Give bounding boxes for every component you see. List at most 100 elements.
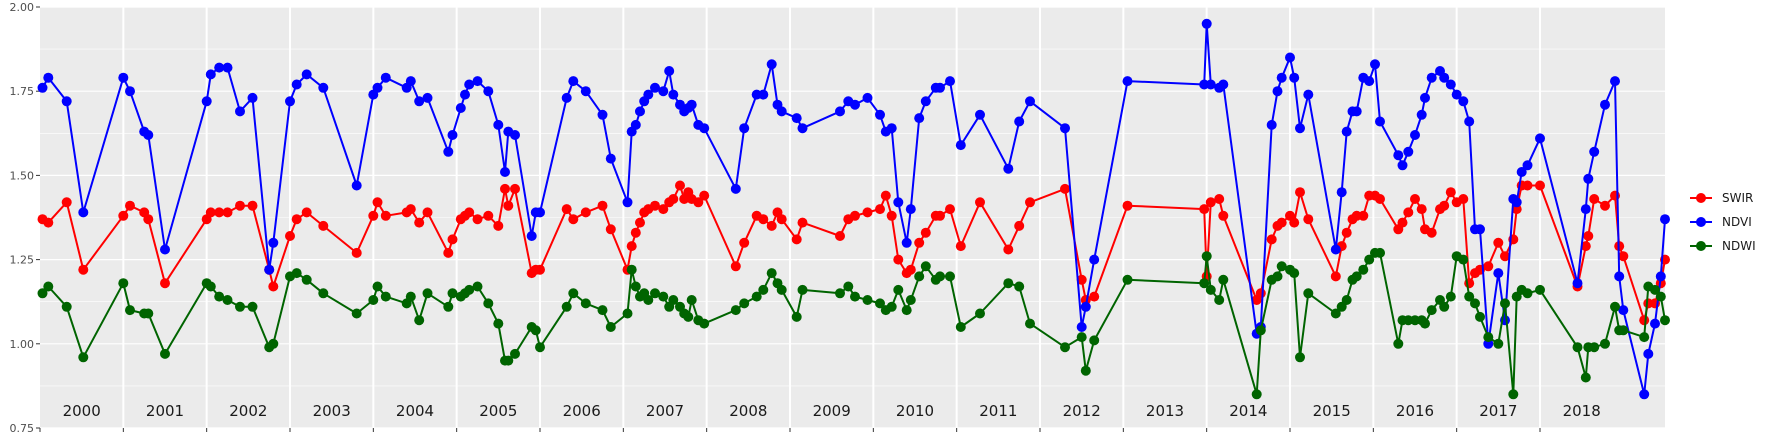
data-point-swir [222,207,233,218]
data-point-ndvi [143,130,154,140]
data-point-ndwi [43,281,54,292]
data-point-ndwi [605,322,616,332]
data-point-ndvi [766,59,777,70]
data-point-ndvi [1410,130,1420,140]
data-point-ndvi [862,92,873,103]
data-point-ndwi [1003,278,1014,289]
data-point-ndwi [835,288,845,299]
year-label: 2017 [1479,402,1517,420]
data-point-swir [493,220,504,231]
data-point-ndvi [1303,89,1314,100]
data-point-ndvi [510,130,520,140]
data-point-ndvi [1614,271,1625,282]
data-point-ndvi [1397,160,1408,171]
data-point-ndvi [597,109,608,120]
data-point-ndwi [318,288,329,299]
year-label: 2015 [1313,402,1351,420]
data-point-ndvi [1330,244,1341,255]
data-point-ndwi [1025,318,1035,329]
data-point-ndvi [1451,89,1462,100]
data-point-swir [693,197,704,208]
data-point-ndvi [1516,167,1527,177]
data-point-ndvi [1458,96,1469,107]
data-point-swir [205,207,216,218]
year-label: 2004 [396,402,434,420]
data-point-swir [1426,227,1437,238]
data-point-ndvi [526,231,537,241]
data-point-swir [1445,187,1456,198]
data-point-swir [214,207,225,218]
data-point-ndvi [1205,79,1216,90]
data-point-ndvi [1393,150,1404,161]
data-point-ndvi [1014,116,1025,127]
data-point-ndvi [1493,268,1504,279]
data-point-ndvi [483,86,494,97]
data-point-ndwi [658,291,669,302]
data-point-ndwi [1351,271,1362,282]
data-point-swir [301,207,312,218]
data-point-ndwi [1589,342,1600,353]
data-point-ndwi [301,274,312,285]
data-point-swir [510,183,520,194]
series-ndvi [37,18,1670,400]
data-point-ndwi [1251,389,1262,400]
data-point-ndvi [285,96,295,107]
data-point-swir [1060,183,1070,194]
data-point-swir [955,241,966,252]
data-point-ndwi [118,278,129,289]
data-point-ndvi [500,167,510,177]
data-point-ndvi [1618,305,1629,316]
data-point-ndvi [61,96,72,107]
data-point-ndwi [791,311,802,322]
data-point-swir [699,190,710,201]
data-point-ndwi [1393,338,1404,349]
data-point-ndvi [1580,204,1591,215]
data-point-ndwi [975,308,985,319]
legend-marker-swir [1696,193,1706,203]
data-point-ndvi [1285,52,1295,63]
data-point-ndvi [1522,160,1533,171]
data-point-ndwi [1464,291,1475,302]
data-point-ndwi [535,342,545,353]
data-point-ndwi [668,295,679,305]
data-point-ndwi [686,295,697,305]
data-point-ndvi [1650,318,1660,329]
year-label: 2016 [1396,402,1434,420]
data-point-swir [1416,204,1427,215]
data-point-ndwi [1420,318,1430,329]
data-point-swir [1483,261,1494,272]
data-point-ndwi [1014,281,1025,292]
data-point-ndwi [901,305,912,316]
data-point-ndvi [730,183,741,194]
data-point-swir [1341,227,1352,238]
data-point-ndwi [955,322,966,332]
data-point-ndvi [78,207,89,218]
data-point-swir [1330,271,1341,282]
data-point-swir [500,183,510,194]
data-point-ndvi [893,197,904,208]
data-point-ndwi [472,281,483,292]
data-point-ndvi [1610,76,1620,87]
data-point-ndwi [1470,298,1480,309]
data-point-ndvi [975,109,985,120]
data-point-swir [1205,197,1216,208]
data-point-ndvi [1336,187,1347,198]
data-point-ndwi [1303,288,1314,299]
data-point-ndwi [751,291,762,302]
data-point-ndvi [37,82,48,93]
data-point-ndwi [368,295,379,305]
data-point-ndwi [875,298,885,309]
data-point-ndwi [143,308,154,319]
data-point-ndwi [222,295,233,305]
data-point-ndvi [351,180,362,191]
data-point-ndvi [914,113,925,124]
data-point-swir [1214,194,1225,204]
data-point-swir [1600,200,1610,211]
data-point-swir [920,227,931,238]
data-point-swir [905,264,916,275]
data-point-swir [1276,217,1287,228]
data-point-swir [61,197,72,208]
data-point-ndvi [1289,72,1300,83]
data-point-swir [1014,220,1025,231]
data-point-ndvi [118,72,129,83]
